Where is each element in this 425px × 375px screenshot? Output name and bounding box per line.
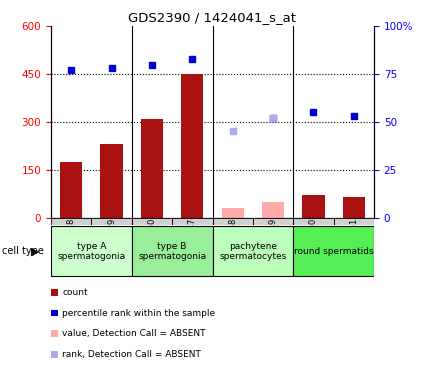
Bar (100, 144, 123, 218)
Text: type A
spermatogonia: type A spermatogonia (57, 242, 125, 261)
Bar (141, 118, 163, 218)
Text: cell type: cell type (2, 246, 44, 256)
Text: GSM95949: GSM95949 (269, 218, 278, 263)
Bar (262, 202, 284, 217)
Bar (253, 217, 293, 225)
Text: GSM95947: GSM95947 (188, 218, 197, 263)
Bar (132, 217, 172, 225)
Text: GSM95930: GSM95930 (147, 218, 156, 263)
Text: pachytene
spermatocytes: pachytene spermatocytes (219, 242, 286, 261)
Bar (293, 217, 334, 225)
Text: rank, Detection Call = ABSENT: rank, Detection Call = ABSENT (62, 350, 201, 359)
Text: GSM95928: GSM95928 (67, 218, 76, 263)
Text: GSM95950: GSM95950 (309, 218, 318, 263)
Bar (181, 74, 204, 217)
Text: count: count (62, 288, 88, 297)
Bar (212, 217, 253, 225)
Bar (172, 217, 212, 225)
Title: GDS2390 / 1424041_s_at: GDS2390 / 1424041_s_at (128, 11, 297, 24)
Bar (334, 217, 374, 225)
Bar (60, 162, 82, 218)
Bar (51, 226, 132, 276)
Text: type B
spermatogonia: type B spermatogonia (138, 242, 206, 261)
Text: GSM95948: GSM95948 (228, 218, 237, 263)
Text: GSM95951: GSM95951 (349, 218, 358, 263)
Bar (51, 217, 91, 225)
Text: round spermatids: round spermatids (294, 247, 374, 256)
Bar (132, 226, 212, 276)
Bar (293, 226, 374, 276)
Text: GSM95929: GSM95929 (107, 218, 116, 263)
Bar (221, 208, 244, 218)
Bar (343, 197, 365, 217)
Text: ▶: ▶ (31, 246, 40, 256)
Bar (91, 217, 132, 225)
Text: value, Detection Call = ABSENT: value, Detection Call = ABSENT (62, 329, 206, 338)
Bar (302, 195, 325, 217)
Bar (212, 226, 293, 276)
Text: percentile rank within the sample: percentile rank within the sample (62, 309, 215, 318)
